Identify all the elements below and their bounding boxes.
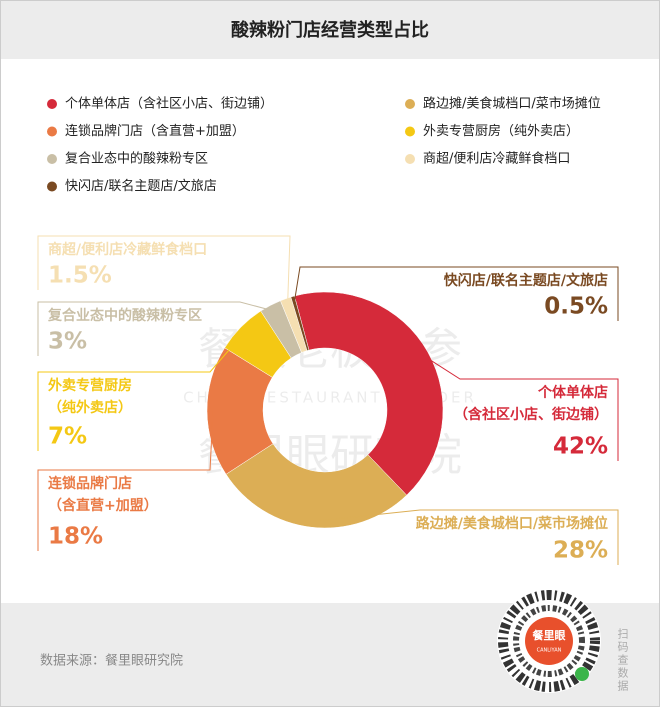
value-label: 18% (48, 524, 103, 550)
value-label: 1.5% (48, 263, 112, 289)
legend-label: 个体单体店（含社区小店、街边铺） (65, 96, 273, 112)
value-label: 0.5% (544, 294, 608, 320)
qr-pattern (513, 605, 585, 677)
donut-slice (294, 291, 444, 496)
legend-swatch (405, 99, 415, 109)
legend-label: 连锁品牌门店（含直营+加盟） (65, 123, 245, 139)
value-label: 7% (48, 424, 87, 450)
leader-line (37, 301, 274, 356)
legend-label: 商超/便利店冷藏鲜食档口 (423, 151, 570, 167)
leader-line (422, 354, 619, 461)
donut-slice (290, 295, 310, 351)
leader-line (37, 235, 291, 305)
callout-label: 快闪店/联名主题店/文旅店 (444, 272, 608, 289)
header-band (1, 1, 659, 59)
source: 数据来源：餐里眼研究院 (40, 653, 183, 669)
qr-hint: 扫码查数据 (616, 628, 629, 693)
legend-swatch (47, 181, 57, 192)
callout-label: 复合业态中的酸辣粉专区 (47, 307, 202, 324)
callout-label: 个体单体店（含社区小店、街边铺） (454, 384, 608, 423)
callout-label: 外卖专营厨房（纯外卖店） (48, 377, 132, 416)
legend-swatch (47, 154, 57, 164)
leader-line (37, 331, 246, 451)
qr-logo-sub: CANLIYAN (537, 648, 562, 654)
legend-swatch (405, 126, 415, 137)
legend-label: 外卖专营厨房（纯外卖店） (423, 123, 579, 139)
qr-logo: 餐里眼 (532, 628, 566, 642)
value-label: 42% (553, 434, 608, 460)
callout-label: 连锁品牌门店（含直营+加盟） (48, 475, 158, 514)
leader-line (312, 509, 619, 565)
donut-slice (225, 443, 408, 529)
chart-title: 酸辣粉门店经营类型占比 (231, 19, 429, 41)
value-label: 28% (553, 538, 608, 564)
leader-line (37, 411, 214, 551)
legend-swatch (405, 154, 415, 164)
callout-label: 商超/便利店冷藏鲜食档口 (48, 241, 207, 258)
qr-code: 餐里眼 CANLIYAN (497, 589, 601, 693)
legend-label: 复合业态中的酸辣粉专区 (65, 151, 208, 167)
legend-label: 快闪店/联名主题店/文旅店 (65, 178, 217, 194)
callout-label: 路边摊/美食城档口/菜市场摊位 (416, 515, 608, 532)
qr-badge (575, 667, 589, 681)
legend-swatch (47, 126, 57, 137)
qr-logo-bg (525, 617, 573, 665)
value-label: 3% (48, 329, 87, 355)
leader-line (293, 266, 619, 321)
legend-label: 路边摊/美食城档口/菜市场摊位 (423, 96, 601, 112)
qr-pattern (498, 590, 600, 692)
legend-swatch (47, 99, 57, 109)
